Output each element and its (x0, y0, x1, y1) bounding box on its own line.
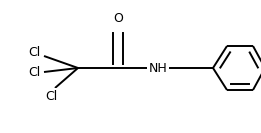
Text: Cl: Cl (45, 90, 57, 103)
Text: NH: NH (149, 61, 167, 74)
Text: Cl: Cl (28, 65, 40, 78)
Text: Cl: Cl (28, 45, 40, 59)
Text: O: O (113, 11, 123, 24)
